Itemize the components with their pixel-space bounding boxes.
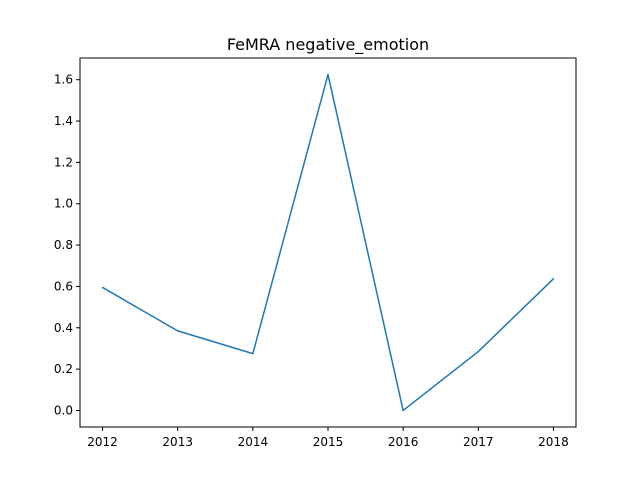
data-point — [252, 352, 254, 355]
y-tick-label: 1.6 — [54, 73, 73, 87]
x-tick-label: 2015 — [313, 435, 344, 449]
series-layer — [101, 73, 555, 412]
y-axis: 0.0 0.2 0.4 0.6 0.8 1.0 1.2 1.4 1.6 — [54, 73, 80, 417]
data-point — [402, 409, 404, 412]
y-tick-label: 0.2 — [54, 362, 73, 376]
x-tick-label: 2014 — [238, 435, 269, 449]
x-axis: 2012 2013 2014 2015 2016 2017 2018 — [87, 427, 569, 449]
x-tick-label: 2016 — [388, 435, 419, 449]
data-point — [552, 278, 555, 280]
data-point — [327, 73, 329, 76]
chart-title: FeMRA negative_emotion — [227, 35, 429, 55]
y-tick-label: 0.8 — [54, 238, 73, 252]
y-tick-label: 1.4 — [54, 114, 73, 128]
x-tick-label: 2017 — [463, 435, 494, 449]
data-point — [101, 286, 104, 289]
y-tick-label: 0.4 — [54, 321, 73, 335]
y-tick-label: 1.2 — [54, 155, 73, 169]
y-tick-label: 0.0 — [54, 403, 73, 417]
plot-area-frame — [79, 57, 577, 428]
series-line — [102, 73, 554, 412]
y-tick-label: 0.6 — [54, 279, 73, 293]
y-tick-label: 1.0 — [54, 197, 73, 211]
x-tick-label: 2013 — [162, 435, 193, 449]
x-tick-label: 2018 — [538, 435, 569, 449]
data-point — [176, 330, 179, 332]
data-point — [477, 350, 480, 353]
x-tick-label: 2012 — [87, 435, 118, 449]
